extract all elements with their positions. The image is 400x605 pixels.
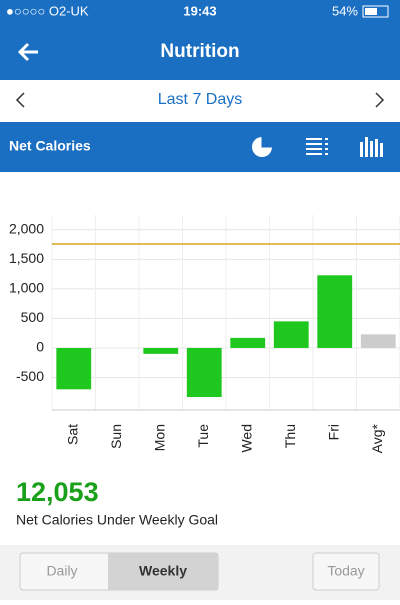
bar <box>273 321 309 348</box>
bar <box>230 337 266 348</box>
x-tick-label: Wed <box>238 424 254 453</box>
page-title: Nutrition <box>160 41 239 62</box>
y-tick-label: 1,500 <box>9 250 44 266</box>
bar-icon[interactable] <box>360 137 383 157</box>
bar <box>186 347 222 397</box>
y-tick-label: 0 <box>36 339 44 355</box>
x-tick-label: Fri <box>325 424 341 440</box>
battery-text: 54% <box>332 3 358 18</box>
x-tick-label: Thu <box>282 424 298 448</box>
x-tick-label: Tue <box>195 424 211 448</box>
time: 19:43 <box>183 3 216 18</box>
weekly-selected-bg <box>108 553 218 590</box>
carrier: ●○○○○ O2-UK <box>6 3 89 18</box>
section-bar <box>0 122 400 172</box>
summary-label: Net Calories Under Weekly Goal <box>16 512 218 528</box>
y-tick-label: 1,000 <box>9 280 44 296</box>
bar <box>317 275 353 348</box>
x-tick-label: Sat <box>64 424 80 445</box>
bar <box>56 347 92 390</box>
pie-icon[interactable] <box>252 136 273 157</box>
bar <box>360 334 396 348</box>
range-bar <box>0 80 400 122</box>
list-icon[interactable] <box>306 138 328 155</box>
summary-value: 12,053 <box>16 477 99 507</box>
range-label: Last 7 Days <box>158 91 242 108</box>
y-tick-label: 500 <box>21 309 45 325</box>
plot: -500 0 500 1,000 1,500 2,000 Sat Sun Mon Tue Wed Th… <box>9 215 400 453</box>
back-button[interactable] <box>17 42 38 62</box>
battery-icon <box>362 5 389 18</box>
header-bg <box>0 0 400 80</box>
section-title: Net Calories <box>9 138 91 154</box>
weekly-tab[interactable]: Weekly <box>139 563 187 579</box>
y-tick-label: 2,000 <box>9 220 44 236</box>
y-tick-label: -500 <box>16 368 44 384</box>
x-tick-label: Mon <box>151 424 167 451</box>
today-button[interactable]: Today <box>327 563 364 579</box>
bar <box>143 347 179 354</box>
battery-level <box>365 8 377 15</box>
next-button[interactable] <box>375 92 385 108</box>
x-tick-label: Sun <box>108 424 124 449</box>
daily-tab[interactable]: Daily <box>46 563 77 579</box>
today-button-bg <box>312 552 380 591</box>
prev-button[interactable] <box>15 92 25 108</box>
x-tick-label: Avg* <box>369 423 385 453</box>
